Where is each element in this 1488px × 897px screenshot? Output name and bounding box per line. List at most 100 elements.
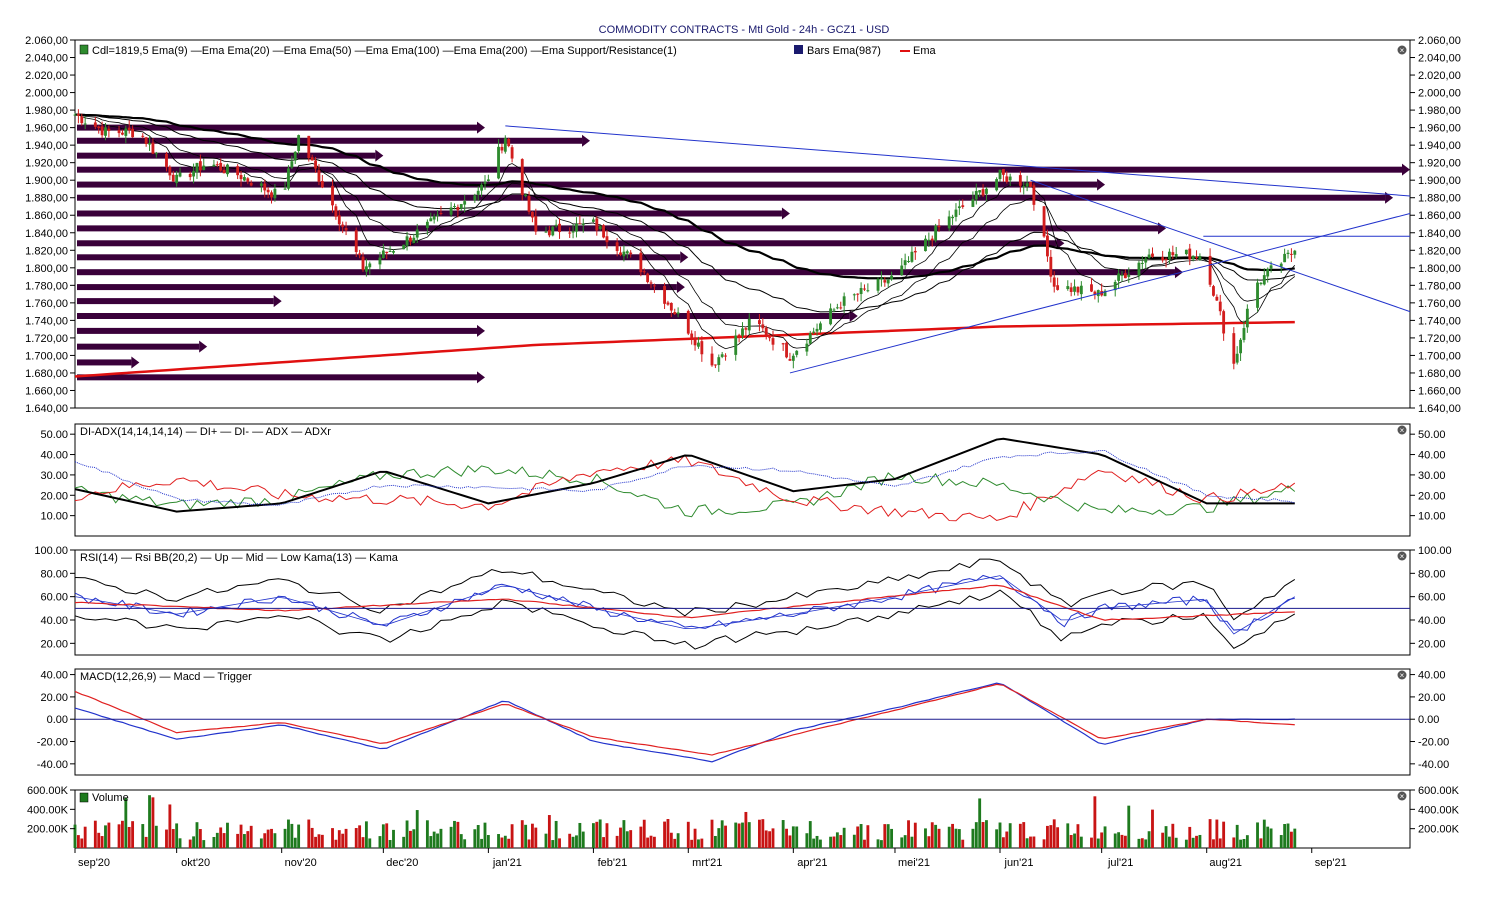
volume-bar (961, 839, 965, 848)
candle-body (619, 252, 622, 255)
volume-bar (510, 824, 514, 848)
volume-bar (1001, 837, 1005, 848)
volume-bar (673, 838, 677, 848)
y-tick-label: 100.00 (34, 545, 68, 557)
candle-body (100, 126, 104, 136)
candle-body (1212, 286, 1215, 296)
volume-bar (981, 822, 985, 848)
volume-bar (259, 838, 263, 848)
volume-bar (927, 836, 931, 848)
volume-bar (344, 828, 348, 848)
candle-body (480, 184, 484, 191)
candle-body (429, 218, 433, 222)
volume-bar (80, 838, 84, 848)
candle-body (1049, 256, 1053, 277)
ema987-line (74, 320, 1295, 378)
support-resistance-bar (77, 225, 1159, 232)
candle-body (242, 177, 246, 181)
volume-bar (602, 837, 606, 848)
candle-body (195, 162, 199, 173)
volume-bar (246, 831, 250, 848)
volume-close-button[interactable]: × (1397, 791, 1407, 802)
volume-bar (1164, 826, 1168, 848)
candle-body (415, 229, 419, 238)
y-tick-label: 60.00 (1418, 592, 1446, 604)
candle-body (1151, 253, 1154, 257)
candle-body (724, 355, 727, 357)
candle-body (76, 113, 80, 116)
volume-bar (520, 820, 524, 848)
support-resistance-arrowhead (476, 324, 485, 337)
candle-body (1113, 281, 1117, 291)
candle-body (124, 128, 128, 136)
volume-bar (669, 832, 673, 848)
adx-close-button[interactable]: × (1397, 425, 1407, 436)
candle-body (239, 175, 243, 180)
volume-bar (805, 833, 809, 848)
volume-bar (1262, 819, 1266, 848)
candle-body (595, 218, 599, 231)
candle-body (1245, 308, 1249, 328)
y-tick-label: 1.820,00 (25, 245, 68, 257)
candle-body (293, 151, 297, 161)
candle-body (1066, 286, 1070, 290)
candle-body (463, 201, 467, 205)
candle-body (856, 293, 860, 295)
volume-bar (568, 833, 572, 848)
candle-body (652, 285, 656, 287)
macd-close-button[interactable]: × (1397, 670, 1407, 681)
support-resistance-bar (77, 137, 583, 144)
price-close-button[interactable]: × (1397, 45, 1407, 56)
x-tick-label: jul'21 (1107, 857, 1133, 869)
candle-body (1293, 250, 1297, 255)
y-tick-label: 1.900,00 (25, 175, 68, 187)
volume-bar (1171, 823, 1175, 848)
volume-bar (866, 825, 870, 848)
volume-bar (290, 823, 294, 848)
volume-bar (76, 835, 80, 848)
volume-bar (310, 827, 314, 848)
candle-body (1269, 265, 1273, 269)
adx-line (74, 437, 1295, 513)
candle-body (1266, 269, 1270, 277)
volume-bar (1235, 824, 1239, 848)
volume-bar (1151, 809, 1154, 848)
volume-bar (1093, 796, 1097, 848)
ema-20-line (74, 114, 1296, 341)
y-tick-label: 600.00K (27, 785, 69, 797)
volume-bar (266, 829, 270, 848)
candle-body (1005, 176, 1009, 182)
volume-bar (385, 823, 389, 848)
volume-bar (151, 797, 155, 848)
candle-body (1239, 339, 1243, 354)
y-tick-label: 1.800,00 (25, 263, 68, 275)
volume-bar (73, 824, 77, 848)
y-tick-label: 1.860,00 (1418, 210, 1461, 222)
y-tick-label: -20.00 (1418, 737, 1449, 749)
candle-body (409, 237, 412, 242)
volume-bar (354, 828, 358, 848)
volume-bar (795, 826, 799, 848)
x-tick-label: okt'20 (181, 857, 210, 869)
candle-body (500, 146, 504, 151)
candle-legend-icon (79, 44, 89, 55)
volume-bar (1073, 833, 1076, 848)
volume-bar (358, 825, 362, 848)
candle-body (331, 185, 334, 206)
rsi-close-button[interactable]: × (1397, 551, 1407, 562)
candle-body (425, 221, 429, 228)
candle-body (1198, 256, 1202, 260)
candle-body (297, 135, 301, 151)
candle-body (141, 135, 145, 137)
y-tick-label: 1.940,00 (25, 140, 68, 152)
volume-bar (1266, 826, 1270, 848)
volume-bar (154, 825, 158, 848)
volume-bar (178, 838, 182, 848)
candle-body (1025, 183, 1029, 187)
volume-bar (758, 819, 761, 848)
candle-body (1052, 277, 1056, 287)
volume-bar (1198, 834, 1202, 848)
volume-bar (1286, 823, 1290, 848)
y-tick-label: 10.00 (40, 511, 68, 523)
candle-body (1184, 249, 1188, 255)
